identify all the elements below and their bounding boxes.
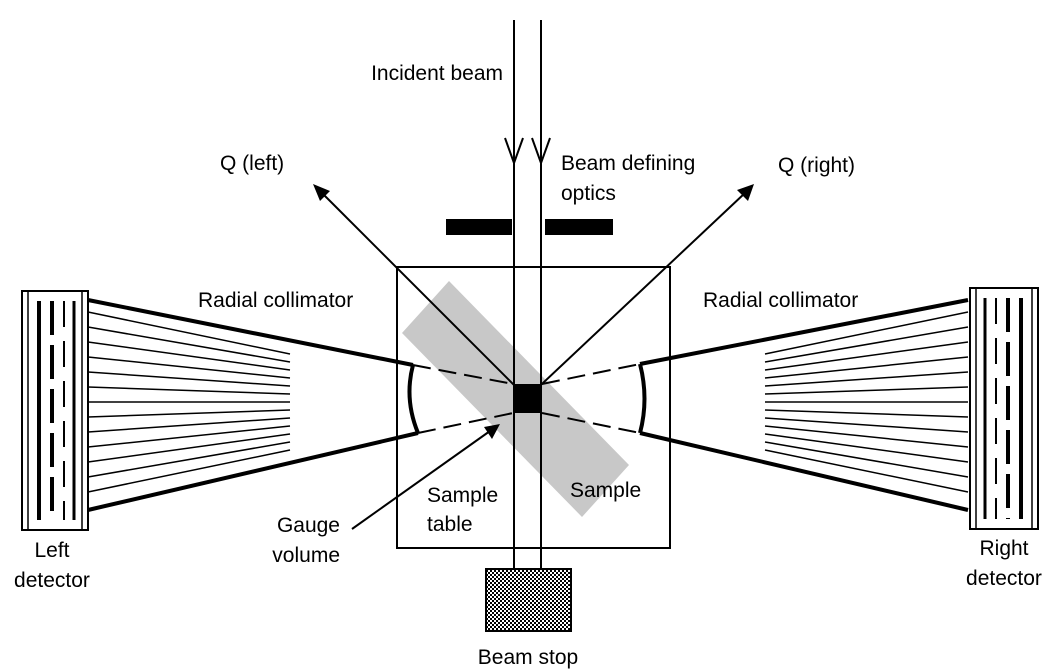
left-detector [21, 290, 89, 531]
left-radial-collimator [87, 298, 420, 512]
beam-defining-slit-right [545, 219, 613, 235]
label-sample-table-2: table [427, 513, 473, 536]
gauge-volume-square [513, 384, 542, 413]
label-right-detector-1: Right [979, 537, 1028, 560]
label-beam-stop: Beam stop [478, 646, 578, 669]
right-detector [969, 287, 1039, 530]
label-q-right: Q (right) [778, 154, 855, 177]
dashed-line-left-lower [417, 412, 514, 434]
label-gauge-volume-2: volume [272, 544, 340, 567]
dashed-line-right-upper [541, 363, 641, 385]
label-left-detector-1: Left [34, 539, 69, 562]
label-sample-table-1: Sample [427, 484, 498, 507]
dashed-line-right-lower [541, 412, 641, 434]
right-radial-collimator [638, 298, 969, 512]
beam-stop [485, 568, 572, 632]
label-radial-collimator-right: Radial collimator [703, 289, 858, 312]
label-left-detector-2: detector [14, 569, 90, 592]
gauge-volume-pointer [351, 430, 491, 530]
gauge-volume-pointer-arrowhead [484, 424, 500, 439]
label-beam-defining-optics-2: optics [561, 182, 616, 205]
q-right-vector [526, 192, 746, 399]
label-radial-collimator-left: Radial collimator [198, 289, 353, 312]
q-left-vector [321, 192, 528, 399]
label-q-left: Q (left) [220, 152, 284, 175]
dashed-line-left-upper [412, 364, 514, 385]
label-beam-defining-optics-1: Beam defining [561, 152, 695, 175]
label-gauge-volume-1: Gauge [277, 514, 340, 537]
q-left-arrowhead [313, 184, 330, 201]
incident-beam-arrowhead-right [531, 137, 551, 166]
label-sample: Sample [570, 479, 641, 502]
label-incident-beam: Incident beam [371, 62, 503, 85]
incident-beam-arrowhead-left [504, 137, 524, 166]
label-right-detector-2: detector [966, 567, 1042, 590]
beam-defining-slit-left [446, 219, 512, 235]
q-right-arrowhead [737, 184, 754, 201]
